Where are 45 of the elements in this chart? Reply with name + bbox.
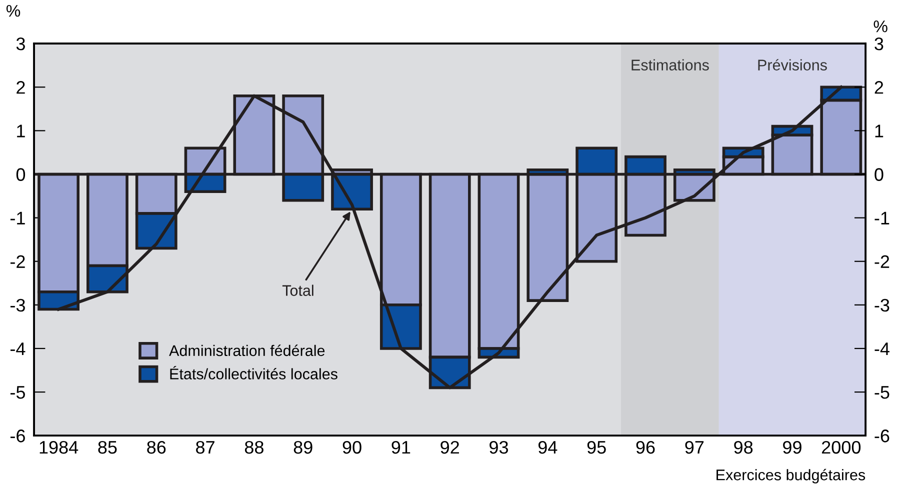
y2-tick-label: 2 [874,81,884,94]
y-tick-label: 1 [17,124,25,138]
x-tick-label: 91 [392,440,410,454]
x-tick-label: 99 [783,440,802,454]
x-tick-label: 87 [196,440,214,454]
x-tick-label: 90 [342,440,362,454]
y-tick-label: 3 [16,37,25,50]
band-label: Prévisions [758,59,827,70]
y2-tick-label: -3 [874,298,890,312]
x-tick-label: 1984 [40,440,78,454]
band-label: Estimations [632,59,709,70]
y2-tick-label: -2 [874,255,890,268]
y-tick-label: -5 [10,386,25,399]
y2-tick-label: -6 [874,430,890,442]
y-tick-label: 2 [16,81,25,94]
y-tick-label: 0 [16,168,26,181]
x-tick-label: 96 [636,440,655,454]
x-tick-label: 88 [244,440,264,454]
y2-tick-label: -4 [874,342,890,356]
y-tick-label: -2 [10,255,25,268]
legend-label: Administration fédérale [169,344,325,356]
y-tick-label: -1 [10,212,25,224]
y2-axis-title: % [874,20,888,32]
x-tick-label: 93 [490,440,508,454]
y2-tick-label: 3 [874,37,884,50]
x-tick-label: 92 [440,440,459,454]
annotation: Total [282,284,314,296]
x-tick-label: 2000 [822,440,861,454]
legend-label: États/collectivités locales [170,366,338,380]
y-axis-title: % [6,5,20,17]
x-tick-label: 86 [147,440,166,454]
y2-tick-label: -1 [874,212,890,224]
x-tick-label: 97 [685,440,704,454]
x-tick-label: 89 [294,440,312,454]
x-tick-label: 95 [587,440,606,454]
y-tick-label: -3 [10,298,25,312]
x-tick-label: 85 [98,440,117,454]
x-axis-title: Exercices budgétaires [716,468,866,484]
y2-tick-label: -5 [874,386,890,399]
y2-tick-label: 0 [874,168,884,181]
x-tick-label: 98 [734,440,753,454]
y-tick-label: -4 [10,342,26,356]
x-tick-label: 94 [538,440,558,454]
y2-tick-label: 1 [875,124,884,138]
y-tick-label: -6 [10,430,25,442]
